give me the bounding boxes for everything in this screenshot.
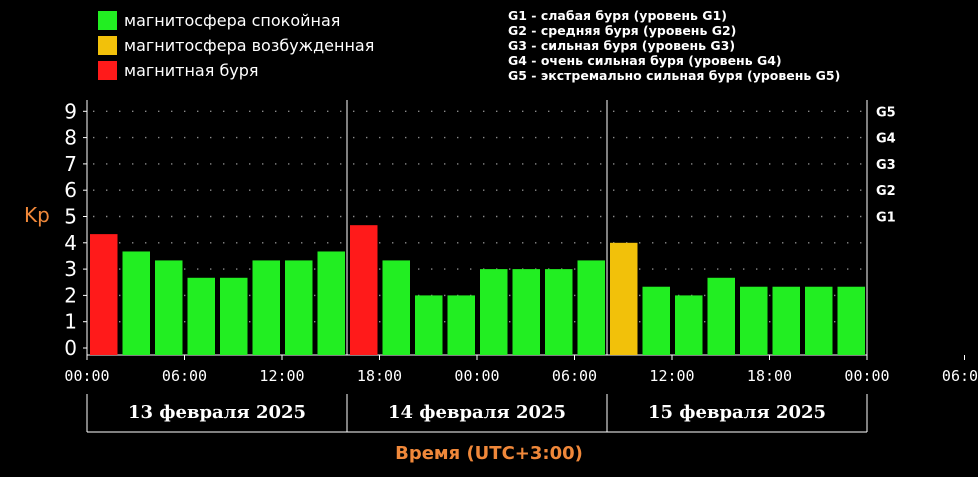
kp-bar xyxy=(610,242,638,355)
y-axis-label: Kp xyxy=(24,203,50,227)
kp-bar xyxy=(382,260,410,355)
x-tick-label: 06:00 xyxy=(552,367,597,385)
legend-item-quiet: магнитосфера спокойная xyxy=(98,8,374,33)
x-tick-label: 00:00 xyxy=(454,367,499,385)
right-tick-label: G3 xyxy=(876,158,896,173)
kp-bar xyxy=(545,269,573,355)
kp-bar xyxy=(805,286,833,355)
storm-level-g5: G5 - экстремально сильная буря (уровень … xyxy=(508,68,841,83)
right-tick-label: G4 xyxy=(876,132,896,147)
legend: магнитосфера спокойная магнитосфера возб… xyxy=(98,8,374,83)
x-tick-label: 12:00 xyxy=(259,367,304,385)
legend-swatch-storm xyxy=(98,61,117,80)
legend-item-active: магнитосфера возбужденная xyxy=(98,33,374,58)
storm-level-g4: G4 - очень сильная буря (уровень G4) xyxy=(508,53,782,68)
x-tick-label: 18:00 xyxy=(357,367,402,385)
x-tick-label: 06:00 xyxy=(942,367,978,385)
y-tick-label: 1 xyxy=(64,310,77,334)
x-tick-label: 00:00 xyxy=(844,367,889,385)
kp-bar xyxy=(512,269,540,355)
kp-bar xyxy=(480,269,508,355)
legend-swatch-quiet xyxy=(98,11,117,30)
kp-bar xyxy=(447,295,475,355)
storm-level-g1: G1 - слабая буря (уровень G1) xyxy=(508,8,727,23)
y-tick-label: 2 xyxy=(64,283,77,307)
right-tick-label: G1 xyxy=(876,211,896,226)
kp-bar xyxy=(740,286,768,355)
legend-label-active: магнитосфера возбужденная xyxy=(124,36,375,55)
y-tick-label: 6 xyxy=(64,178,77,202)
kp-bar xyxy=(252,260,280,355)
y-tick-label: 8 xyxy=(64,126,77,150)
legend-label-storm: магнитная буря xyxy=(124,61,259,80)
day-label: 14 февраля 2025 xyxy=(388,402,566,423)
x-tick-label: 18:00 xyxy=(747,367,792,385)
right-tick-label: G2 xyxy=(876,184,896,199)
kp-bar xyxy=(772,286,800,355)
kp-bar xyxy=(837,286,865,355)
storm-level-legend: G1 - слабая буря (уровень G1) G2 - средн… xyxy=(508,8,840,83)
kp-bar xyxy=(577,260,605,355)
legend-label-quiet: магнитосфера спокойная xyxy=(124,11,341,30)
kp-bar xyxy=(90,234,118,355)
y-tick-label: 5 xyxy=(64,205,77,229)
x-tick-label: 00:00 xyxy=(64,367,109,385)
day-label: 13 февраля 2025 xyxy=(128,402,306,423)
y-tick-label: 7 xyxy=(64,152,77,176)
right-tick-label: G5 xyxy=(876,105,896,120)
y-tick-label: 3 xyxy=(64,257,77,281)
kp-bar xyxy=(675,295,703,355)
kp-bar xyxy=(187,277,215,355)
x-tick-label: 06:00 xyxy=(162,367,207,385)
x-tick-label: 12:00 xyxy=(649,367,694,385)
storm-level-g2: G2 - средняя буря (уровень G2) xyxy=(508,23,737,38)
day-label: 15 февраля 2025 xyxy=(648,402,826,423)
storm-level-g3: G3 - сильная буря (уровень G3) xyxy=(508,38,736,53)
y-tick-label: 0 xyxy=(64,336,77,360)
kp-bar xyxy=(122,251,150,355)
x-axis-title: Время (UTC+3:00) xyxy=(395,443,583,464)
kp-bar xyxy=(707,277,735,355)
kp-bar xyxy=(220,277,248,355)
kp-bar xyxy=(317,251,345,355)
y-tick-label: 9 xyxy=(64,99,77,123)
kp-bar xyxy=(155,260,183,355)
legend-swatch-active xyxy=(98,36,117,55)
legend-item-storm: магнитная буря xyxy=(98,58,374,83)
kp-bar xyxy=(415,295,443,355)
kp-bar xyxy=(350,225,378,355)
kp-bar xyxy=(285,260,313,355)
kp-bar xyxy=(642,286,670,355)
y-tick-label: 4 xyxy=(64,231,77,255)
